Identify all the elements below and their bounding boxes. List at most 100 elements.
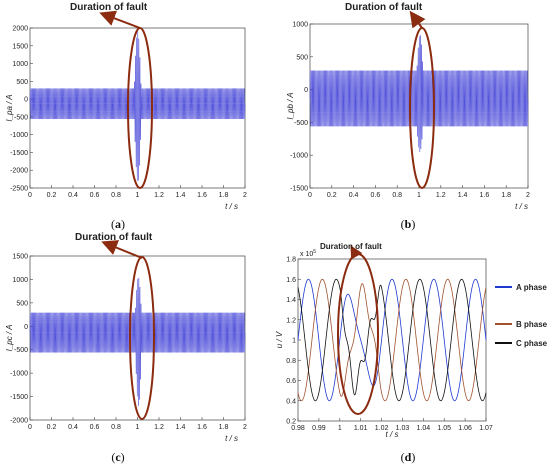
- y-tick-label-c-4: -500: [14, 347, 28, 354]
- x-axis-label-a: t / s: [225, 202, 238, 211]
- x-tick-label-a-5: 1: [136, 192, 140, 199]
- x-tick-label-d-5: 1.03: [396, 425, 410, 432]
- trace-c-phase: [297, 278, 487, 402]
- panel-a: 2000 1500 1000 500 0 -500 -1000 -1500 -2000 -2500…: [5, 2, 247, 231]
- x-tick-label-a-8: 1.6: [197, 192, 207, 199]
- x-tick-label-d-0: 0.98: [291, 425, 305, 432]
- x-axis-label-b: t / s: [515, 202, 528, 211]
- y-tick-label-a-6: -1000: [10, 132, 28, 139]
- y-tick-label-b-0: 1000: [292, 22, 308, 29]
- signal-trace-a: [29, 31, 246, 182]
- y-tick-label-a-4: 0: [24, 97, 28, 104]
- x-tick-label-c-10: 2: [243, 424, 247, 431]
- x-tick-label-c-0: 0: [28, 424, 32, 431]
- x-tick-label-c-5: 1: [136, 424, 140, 431]
- x-tick-label-c-9: 1.8: [219, 424, 229, 431]
- y-axis-label-c: I_pc / A: [5, 325, 14, 352]
- x-tick-label-b-8: 1.6: [480, 192, 490, 199]
- signal-trace-c: [29, 277, 246, 406]
- x-tick-label-b-1: 0.2: [327, 192, 337, 199]
- x-tick-label-c-6: 1.2: [154, 424, 164, 431]
- legend-label-b-phase: B phase: [516, 320, 548, 329]
- x-tick-label-d-7: 1.05: [437, 425, 451, 432]
- legend-d: A phase B phase C phase: [495, 283, 548, 348]
- y-tick-label-a-1: 1500: [12, 43, 28, 50]
- y-tick-label-c-1: 1000: [12, 277, 28, 284]
- x-tick-label-b-2: 0.4: [349, 192, 359, 199]
- panel-label-d: (d): [401, 450, 416, 464]
- fault-annotation-a: Duration of fault: [70, 2, 148, 13]
- x-tick-label-a-10: 2: [243, 192, 247, 199]
- x-tick-label-b-0: 0: [308, 192, 312, 199]
- x-tick-label-b-4: 0.8: [392, 192, 402, 199]
- y-axis-label-d: u / V: [275, 331, 284, 348]
- y-tick-label-b-1: 500: [296, 54, 308, 61]
- y-axis-label-a: I_pa / A: [5, 94, 14, 121]
- plot-frame-d: [297, 258, 487, 422]
- x-ticks-b: 0 0.2 0.4 0.6 0.8 1 1.2 1.4 1.6 1.8 2: [308, 185, 530, 199]
- x-tick-label-b-10: 2: [526, 192, 530, 199]
- x-tick-label-a-4: 0.8: [111, 192, 121, 199]
- x-tick-label-a-7: 1.4: [176, 192, 186, 199]
- legend-label-c-phase: C phase: [516, 339, 548, 348]
- y-tick-label-c-0: 1500: [12, 254, 28, 261]
- x-tick-label-a-9: 1.8: [219, 192, 229, 199]
- exponent-label-d: x 105: [300, 249, 316, 258]
- x-tick-label-d-9: 1.07: [479, 425, 493, 432]
- y-tick-label-a-5: -500: [14, 114, 28, 121]
- y-tick-label-d-6: 0.6: [286, 378, 296, 385]
- x-tick-label-c-4: 0.8: [111, 424, 121, 431]
- x-tick-label-c-1: 0.2: [47, 424, 57, 431]
- x-tick-label-d-2: 1: [338, 425, 342, 432]
- x-tick-label-c-8: 1.6: [197, 424, 207, 431]
- y-tick-label-d-4: 1: [292, 338, 296, 345]
- x-tick-label-b-6: 1.2: [436, 192, 446, 199]
- fault-arrow-b: [409, 10, 426, 29]
- y-ticks-d: 1.8 1.6 1.4 1.2 1 0.8 0.6 0.4 0.2: [286, 257, 301, 426]
- y-tick-label-c-2: 500: [16, 300, 28, 307]
- y-tick-label-a-3: 500: [16, 79, 28, 86]
- signal-trace-b: [309, 35, 529, 152]
- x-tick-label-c-3: 0.6: [90, 424, 100, 431]
- y-tick-label-a-9: -2500: [10, 186, 28, 193]
- fault-arrow-d: [350, 245, 363, 260]
- y-tick-label-a-7: -1500: [10, 150, 28, 157]
- x-ticks-c: 0 0.2 0.4 0.6 0.8 1 1.2 1.4 1.6 1.8 2: [28, 417, 247, 431]
- y-tick-label-d-7: 0.4: [286, 398, 296, 405]
- y-tick-label-b-4: -1000: [290, 153, 308, 160]
- y-tick-label-d-0: 1.8: [286, 257, 296, 264]
- y-axis-label-b: I_pb / A: [286, 92, 295, 119]
- y-ticks-a: 2000 1500 1000 500 0 -500 -1000 -1500 -2000 -2500: [10, 26, 33, 193]
- legend-label-a-phase: A phase: [516, 283, 547, 292]
- y-ticks-c: 1500 1000 500 0 -500 -1000 -1500 -2000: [10, 254, 33, 425]
- x-tick-label-b-5: 1: [417, 192, 421, 199]
- x-tick-label-d-1: 0.99: [312, 425, 326, 432]
- fault-annotation-b: Duration of fault: [345, 2, 423, 13]
- x-axis-label-c: t / s: [225, 434, 238, 443]
- y-tick-label-a-2: 1000: [12, 61, 28, 68]
- panel-label-c: (c): [111, 450, 124, 464]
- y-tick-label-b-3: -500: [294, 120, 308, 127]
- y-tick-label-c-5: -1000: [10, 371, 28, 378]
- x-tick-label-a-2: 0.4: [68, 192, 78, 199]
- x-tick-label-a-1: 0.2: [47, 192, 57, 199]
- fault-arrow-a: [99, 10, 141, 29]
- x-tick-label-a-0: 0: [28, 192, 32, 199]
- x-tick-label-b-3: 0.6: [371, 192, 381, 199]
- x-tick-label-d-6: 1.04: [417, 425, 431, 432]
- x-tick-label-c-7: 1.4: [176, 424, 186, 431]
- y-tick-label-d-5: 0.8: [286, 358, 296, 365]
- fault-annotation-c: Duration of fault: [75, 232, 153, 243]
- y-tick-label-a-0: 2000: [12, 26, 28, 33]
- trace-a-phase: [297, 278, 487, 402]
- panel-label-b: (b): [401, 217, 416, 231]
- x-tick-label-d-8: 1.06: [458, 425, 472, 432]
- x-ticks-a: 0 0.2 0.4 0.6 0.8 1 1.2 1.4 1.6 1.8 2: [28, 185, 247, 199]
- panel-d: 1.8 1.6 1.4 1.2 1 0.8 0.6 0.4 0.2 0.98 0.99 1 1.01 1…: [275, 242, 548, 464]
- y-tick-label-d-3: 1.2: [286, 317, 296, 324]
- fault-annotation-d: Duration of fault: [320, 242, 382, 251]
- y-tick-label-c-7: -2000: [10, 418, 28, 425]
- y-tick-label-c-3: 0: [24, 324, 28, 331]
